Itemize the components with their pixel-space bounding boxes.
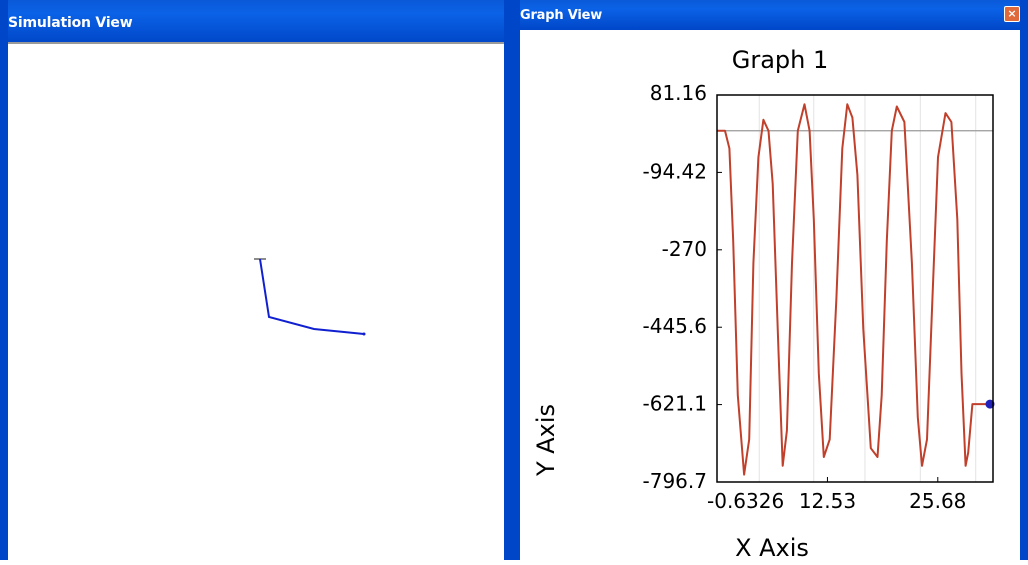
- x-tick-label: 12.53: [799, 489, 856, 513]
- graph-canvas: 81.16 -94.42 -270 -445.6 -621.1 -796.7 -0.6326…: [520, 30, 1020, 562]
- graph-view-title: Graph View: [520, 8, 603, 23]
- line-chart[interactable]: 81.16 -94.42 -270 -445.6 -621.1 -796.7-0.6326…: [520, 30, 1020, 562]
- simulation-view-panel: Simulation View: [0, 0, 512, 560]
- right-window-border: [1020, 0, 1028, 560]
- x-tick-label: 25.68: [909, 489, 966, 513]
- chart-title: Graph 1: [732, 46, 829, 74]
- pendulum-chain: [259, 258, 365, 335]
- series-line: [717, 103, 993, 476]
- graph-view-titlebar[interactable]: Graph View ×: [512, 0, 1028, 30]
- right-window-border: [504, 0, 512, 560]
- left-window-border: [512, 0, 520, 560]
- y-tick-label: -796.7: [643, 469, 707, 493]
- simulation-drawing: [254, 258, 366, 336]
- simulation-canvas[interactable]: [8, 44, 504, 560]
- pendulum-bob: [362, 332, 366, 336]
- simulation-view-titlebar[interactable]: Simulation View: [0, 0, 512, 44]
- x-axis-label: X Axis: [735, 534, 809, 560]
- y-axis-label: Y Axis: [532, 404, 560, 477]
- y-tick-label: -621.1: [643, 392, 707, 416]
- y-tick-label: -94.42: [643, 159, 707, 183]
- simulation-view-title: Simulation View: [8, 15, 133, 31]
- left-window-border: [0, 0, 8, 560]
- close-button[interactable]: ×: [1004, 6, 1020, 22]
- plot-frame: [716, 94, 994, 483]
- graph-view-panel: Graph View × 81.16 -94.42 -270 -445.6 -621.1…: [512, 0, 1028, 562]
- y-tick-label: 81.16: [650, 81, 707, 105]
- y-tick-label: -445.6: [643, 314, 707, 338]
- y-tick-label: -270: [662, 237, 707, 261]
- titlebar-separator: [8, 42, 504, 44]
- x-tick-label: -0.6326: [707, 489, 784, 513]
